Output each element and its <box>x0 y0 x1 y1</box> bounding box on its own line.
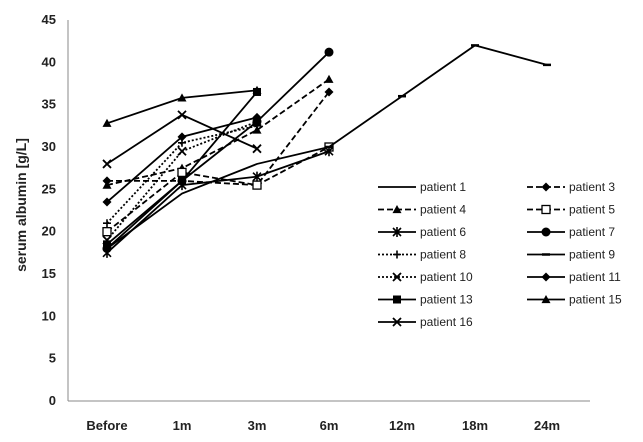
data-point <box>324 47 334 57</box>
legend-item: patient 6 <box>378 225 466 239</box>
series-patient-16 <box>102 110 262 169</box>
data-point <box>324 87 334 97</box>
data-point <box>177 167 187 178</box>
data-point <box>177 93 187 102</box>
data-point <box>177 132 187 142</box>
legend-item: patient 15 <box>527 293 622 307</box>
series-patient-11 <box>102 112 262 207</box>
legend-label: patient 4 <box>420 203 466 217</box>
legend-label: patient 13 <box>420 293 473 307</box>
legend-item: patient 11 <box>527 270 621 284</box>
legend-item: patient 5 <box>527 203 615 217</box>
series-line <box>107 91 330 187</box>
legend-marker <box>541 204 551 215</box>
legend-marker <box>393 295 401 304</box>
legend: patient 1 patient 3 patient 4 patient 5 pati… <box>378 180 622 329</box>
data-point <box>102 118 112 127</box>
x-ticks: Before 1m 3m 6m 12m 18m 24m <box>86 418 560 433</box>
data-point <box>103 240 111 249</box>
x-tick-label: Before <box>86 418 127 433</box>
y-tick-label: 0 <box>49 393 56 408</box>
y-tick-label: 40 <box>42 54 56 69</box>
x-tick-label: 6m <box>320 418 339 433</box>
series-patient-15 <box>102 85 262 127</box>
legend-item: patient 10 <box>378 270 473 284</box>
series-line <box>106 150 330 254</box>
legend-label: patient 11 <box>569 270 621 284</box>
data-point <box>103 219 111 228</box>
data-point <box>252 85 262 94</box>
x-tick-label: 12m <box>389 418 415 433</box>
legend-label: patient 3 <box>569 180 615 194</box>
y-tick-label: 10 <box>42 308 56 323</box>
data-point <box>177 110 187 120</box>
data-point <box>178 176 186 185</box>
legend-label: patient 7 <box>569 225 615 239</box>
y-tick-label: 45 <box>42 12 56 27</box>
data-point <box>324 74 334 83</box>
legend-item: patient 4 <box>378 203 466 217</box>
legend-marker <box>541 227 551 237</box>
legend-marker <box>541 182 551 192</box>
legend-marker <box>541 272 551 282</box>
series-line <box>106 78 330 186</box>
legend-label: patient 10 <box>420 270 473 284</box>
y-tick-label: 25 <box>42 181 56 196</box>
legend-label: patient 8 <box>420 248 466 262</box>
series-line <box>106 146 330 250</box>
y-tick-label: 30 <box>42 139 56 154</box>
series-line <box>328 44 548 148</box>
series-patient-9 <box>325 44 551 149</box>
x-tick-label: 24m <box>534 418 560 433</box>
legend-label: patient 1 <box>420 180 466 194</box>
series-line <box>106 146 330 233</box>
series-line <box>106 51 330 250</box>
legend-marker <box>393 250 401 259</box>
x-tick-label: 1m <box>173 418 192 433</box>
legend-item: patient 1 <box>378 180 466 194</box>
series-patient-1 <box>106 146 330 250</box>
data-point <box>102 227 112 237</box>
legend-item: patient 8 <box>378 248 466 262</box>
legend-item: patient 7 <box>527 225 615 239</box>
data-point <box>252 171 262 182</box>
y-axis-label: serum albumin [g/L] <box>13 138 29 272</box>
series-group <box>102 44 551 258</box>
x-tick-label: 18m <box>462 418 488 433</box>
data-point <box>252 180 262 190</box>
data-point <box>252 144 262 154</box>
legend-marker <box>392 317 402 327</box>
y-tick-label: 35 <box>42 97 56 112</box>
data-point <box>253 121 261 130</box>
y-tick-label: 20 <box>42 224 56 239</box>
data-point <box>102 180 112 189</box>
legend-item: patient 9 <box>527 248 615 262</box>
legend-marker <box>541 295 551 304</box>
legend-label: patient 9 <box>569 248 615 262</box>
legend-item: patient 16 <box>378 315 473 329</box>
data-point <box>102 197 112 207</box>
legend-marker <box>392 227 402 237</box>
y-tick-label: 15 <box>42 266 56 281</box>
legend-marker <box>392 272 402 282</box>
data-point <box>177 146 187 156</box>
legend-item: patient 3 <box>527 180 615 194</box>
legend-label: patient 15 <box>569 293 622 307</box>
data-point <box>252 112 262 122</box>
legend-label: patient 5 <box>569 203 615 217</box>
legend-label: patient 6 <box>420 225 466 239</box>
y-tick-label: 5 <box>49 351 56 366</box>
y-ticks: 0 5 10 15 20 25 30 35 40 45 <box>42 12 56 408</box>
legend-marker <box>392 205 402 214</box>
legend-item: patient 13 <box>378 293 473 307</box>
x-tick-label: 3m <box>248 418 267 433</box>
data-point <box>102 159 112 169</box>
legend-label: patient 16 <box>420 315 473 329</box>
